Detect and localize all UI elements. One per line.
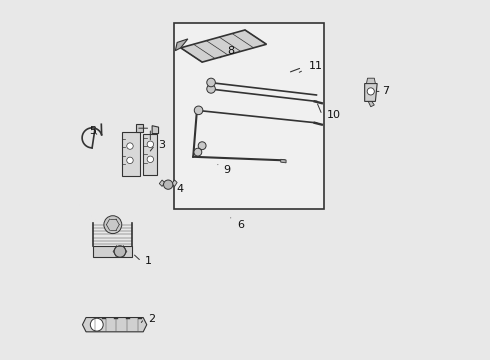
Text: 7: 7 xyxy=(383,86,390,96)
Text: 4: 4 xyxy=(176,184,184,194)
Circle shape xyxy=(147,156,153,162)
Polygon shape xyxy=(122,132,140,176)
Text: 2: 2 xyxy=(148,314,155,324)
Circle shape xyxy=(367,88,374,95)
Circle shape xyxy=(127,143,133,149)
Polygon shape xyxy=(143,134,157,175)
Polygon shape xyxy=(281,159,286,163)
Circle shape xyxy=(198,142,206,150)
Polygon shape xyxy=(93,246,132,257)
Polygon shape xyxy=(172,180,177,186)
Circle shape xyxy=(194,148,202,156)
Text: 1: 1 xyxy=(145,256,152,266)
Text: 8: 8 xyxy=(227,46,234,56)
Circle shape xyxy=(207,85,215,93)
Circle shape xyxy=(147,141,153,148)
Polygon shape xyxy=(367,78,375,84)
Polygon shape xyxy=(365,84,377,102)
Polygon shape xyxy=(136,123,143,132)
Polygon shape xyxy=(368,102,374,107)
Polygon shape xyxy=(181,30,267,62)
Circle shape xyxy=(127,157,133,163)
Polygon shape xyxy=(175,39,188,51)
Text: 11: 11 xyxy=(309,62,322,71)
Circle shape xyxy=(164,180,173,189)
Polygon shape xyxy=(82,318,147,332)
Text: 6: 6 xyxy=(237,220,244,230)
Circle shape xyxy=(114,246,126,257)
Circle shape xyxy=(90,318,103,331)
Circle shape xyxy=(207,78,215,87)
Polygon shape xyxy=(159,180,165,186)
Circle shape xyxy=(194,106,203,114)
Text: 5: 5 xyxy=(90,126,97,136)
Circle shape xyxy=(104,216,122,234)
Polygon shape xyxy=(152,126,159,134)
Bar xyxy=(173,23,323,208)
Text: 10: 10 xyxy=(326,110,341,120)
Text: 3: 3 xyxy=(159,140,166,150)
Text: 9: 9 xyxy=(223,165,230,175)
